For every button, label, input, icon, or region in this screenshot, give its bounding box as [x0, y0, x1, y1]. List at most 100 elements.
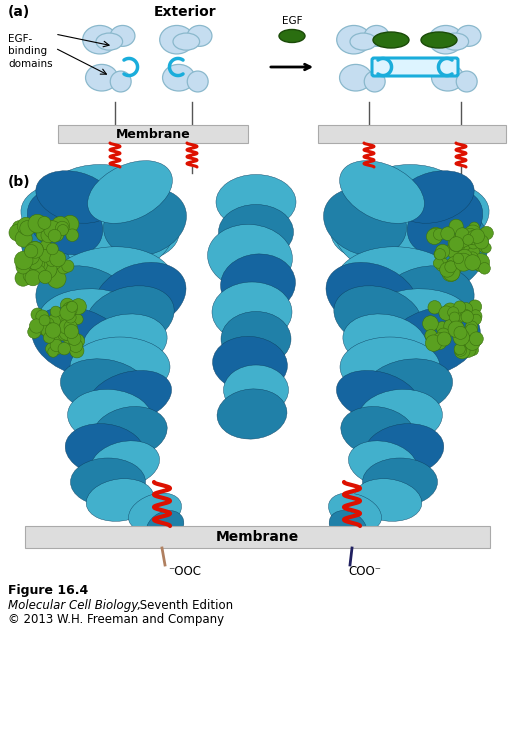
- Circle shape: [469, 310, 482, 323]
- Circle shape: [41, 250, 52, 261]
- Circle shape: [443, 303, 458, 318]
- Circle shape: [69, 335, 83, 348]
- Circle shape: [48, 347, 58, 357]
- Ellipse shape: [373, 32, 409, 48]
- Ellipse shape: [341, 406, 415, 458]
- Circle shape: [62, 260, 74, 272]
- Circle shape: [479, 242, 490, 253]
- Bar: [25, 526, 490, 548]
- Text: Figure 16.4: Figure 16.4: [8, 584, 88, 597]
- Circle shape: [34, 266, 49, 280]
- Circle shape: [19, 255, 35, 270]
- Text: Membrane: Membrane: [216, 530, 299, 544]
- Circle shape: [46, 255, 57, 266]
- Ellipse shape: [86, 479, 154, 521]
- Ellipse shape: [66, 198, 174, 276]
- Circle shape: [455, 344, 467, 356]
- Text: Seventh Edition: Seventh Edition: [136, 599, 233, 612]
- Ellipse shape: [358, 289, 472, 359]
- Circle shape: [451, 319, 463, 331]
- Circle shape: [428, 228, 443, 242]
- FancyBboxPatch shape: [372, 58, 458, 76]
- Circle shape: [41, 322, 56, 337]
- Circle shape: [18, 256, 32, 270]
- Ellipse shape: [219, 204, 293, 260]
- Ellipse shape: [331, 180, 489, 264]
- Circle shape: [465, 321, 478, 334]
- Ellipse shape: [173, 33, 200, 51]
- Ellipse shape: [45, 247, 175, 327]
- Text: (a): (a): [8, 5, 30, 19]
- Circle shape: [37, 322, 50, 335]
- Ellipse shape: [364, 26, 389, 46]
- Circle shape: [448, 234, 466, 252]
- Text: Exterior: Exterior: [154, 5, 216, 19]
- Circle shape: [454, 326, 467, 340]
- Ellipse shape: [334, 198, 442, 276]
- Circle shape: [59, 324, 75, 340]
- Ellipse shape: [21, 180, 179, 264]
- Circle shape: [50, 339, 63, 351]
- Circle shape: [462, 228, 479, 244]
- Circle shape: [448, 321, 465, 337]
- Ellipse shape: [335, 247, 465, 327]
- Circle shape: [39, 315, 50, 326]
- Circle shape: [50, 250, 66, 266]
- Ellipse shape: [217, 389, 287, 439]
- Circle shape: [62, 313, 75, 326]
- Circle shape: [40, 240, 51, 251]
- Circle shape: [26, 242, 44, 260]
- Ellipse shape: [329, 511, 367, 543]
- Circle shape: [436, 244, 450, 258]
- Ellipse shape: [27, 189, 103, 255]
- Ellipse shape: [88, 370, 171, 424]
- Circle shape: [41, 228, 56, 243]
- Circle shape: [463, 242, 480, 259]
- Circle shape: [61, 298, 74, 312]
- Circle shape: [444, 261, 457, 273]
- Ellipse shape: [61, 359, 150, 415]
- Circle shape: [48, 229, 61, 242]
- Circle shape: [423, 315, 438, 332]
- Ellipse shape: [224, 365, 288, 415]
- Circle shape: [58, 343, 71, 355]
- Circle shape: [60, 305, 75, 320]
- Circle shape: [36, 228, 49, 241]
- Ellipse shape: [37, 289, 152, 359]
- Circle shape: [425, 335, 442, 351]
- Circle shape: [38, 217, 51, 229]
- Circle shape: [468, 237, 479, 249]
- Circle shape: [62, 215, 79, 233]
- Circle shape: [51, 217, 69, 234]
- Circle shape: [433, 228, 445, 240]
- Circle shape: [47, 254, 62, 269]
- Circle shape: [455, 235, 471, 251]
- Circle shape: [15, 230, 32, 247]
- Circle shape: [52, 229, 64, 241]
- Circle shape: [445, 261, 457, 273]
- Ellipse shape: [326, 262, 418, 332]
- Circle shape: [47, 243, 58, 255]
- Circle shape: [456, 228, 469, 242]
- Ellipse shape: [429, 26, 463, 54]
- Ellipse shape: [88, 160, 172, 223]
- Circle shape: [434, 337, 446, 349]
- Circle shape: [47, 315, 61, 329]
- Circle shape: [15, 270, 31, 286]
- Ellipse shape: [334, 285, 422, 348]
- Circle shape: [23, 247, 40, 265]
- Ellipse shape: [431, 64, 464, 91]
- Circle shape: [468, 300, 482, 313]
- Ellipse shape: [93, 406, 167, 458]
- Circle shape: [36, 310, 49, 323]
- Ellipse shape: [364, 71, 385, 92]
- Ellipse shape: [187, 71, 208, 92]
- Ellipse shape: [364, 424, 444, 477]
- Circle shape: [453, 255, 467, 269]
- Circle shape: [461, 310, 471, 320]
- Circle shape: [21, 271, 35, 284]
- Circle shape: [64, 324, 78, 339]
- Ellipse shape: [36, 266, 134, 338]
- Circle shape: [463, 234, 473, 245]
- Ellipse shape: [187, 26, 212, 46]
